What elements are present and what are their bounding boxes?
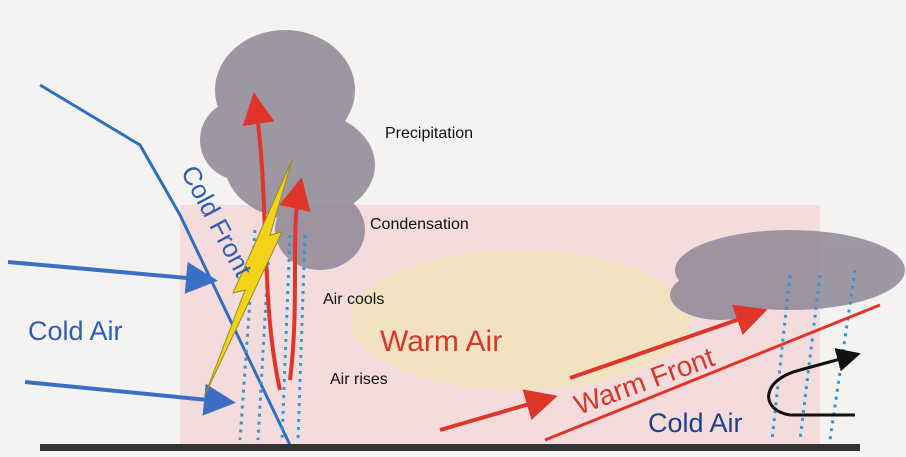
watermark — [350, 250, 690, 390]
lightning — [204, 159, 293, 396]
warm-air-arrow — [439, 389, 558, 432]
warm-air-label: Warm Air — [380, 325, 502, 358]
cold-air-arrow — [767, 348, 861, 417]
warm-front-cloud — [670, 230, 905, 320]
air-cools-label: Air cools — [323, 291, 384, 308]
rain-lines — [238, 229, 857, 441]
warm-air-arrow — [569, 304, 768, 380]
precipitation-label: Precipitation — [385, 125, 473, 142]
cold-air-label: Cold Air — [28, 316, 123, 346]
rising-air-arrow — [279, 177, 311, 381]
cold-air-arrow — [7, 260, 218, 294]
cold-air-label: Cold Air — [648, 408, 743, 438]
air-rises-label: Air rises — [330, 371, 388, 388]
cold-air-arrow — [24, 380, 236, 416]
ground — [40, 444, 860, 451]
warm-front-line — [544, 303, 881, 442]
condensation-label: Condensation — [370, 216, 469, 233]
